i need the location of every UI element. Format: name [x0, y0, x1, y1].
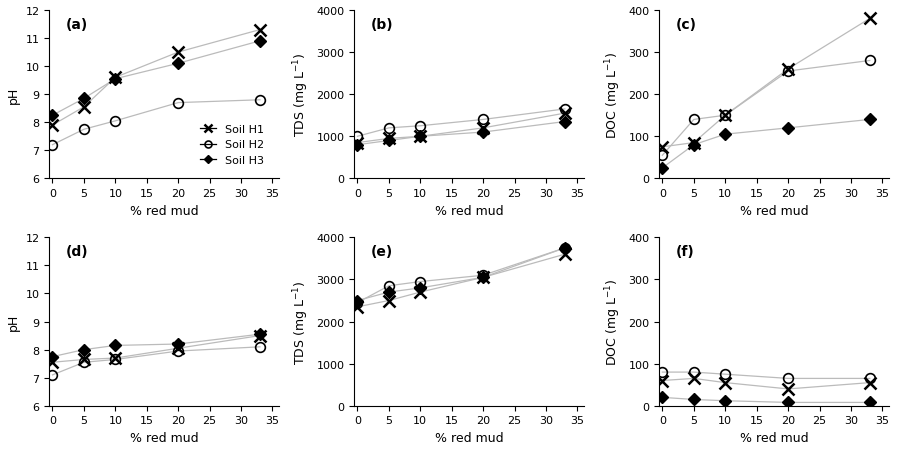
Y-axis label: pH: pH [7, 86, 20, 104]
X-axis label: % red mud: % red mud [740, 204, 808, 217]
Text: (e): (e) [370, 244, 393, 258]
Text: (a): (a) [65, 18, 88, 32]
Y-axis label: pH: pH [7, 313, 20, 331]
Text: (d): (d) [65, 244, 88, 258]
X-axis label: % red mud: % red mud [130, 431, 198, 444]
X-axis label: % red mud: % red mud [435, 204, 503, 217]
Y-axis label: DOC (mg L$^{-1}$): DOC (mg L$^{-1}$) [603, 278, 623, 365]
Text: (c): (c) [675, 18, 696, 32]
Legend: Soil H1, Soil H2, Soil H3: Soil H1, Soil H2, Soil H3 [195, 120, 268, 170]
Y-axis label: DOC (mg L$^{-1}$): DOC (mg L$^{-1}$) [603, 51, 623, 138]
Text: (b): (b) [370, 18, 393, 32]
X-axis label: % red mud: % red mud [740, 431, 808, 444]
X-axis label: % red mud: % red mud [435, 431, 503, 444]
X-axis label: % red mud: % red mud [130, 204, 198, 217]
Y-axis label: TDS (mg L$^{-1}$): TDS (mg L$^{-1}$) [292, 53, 311, 137]
Y-axis label: TDS (mg L$^{-1}$): TDS (mg L$^{-1}$) [292, 280, 311, 364]
Text: (f): (f) [675, 244, 694, 258]
